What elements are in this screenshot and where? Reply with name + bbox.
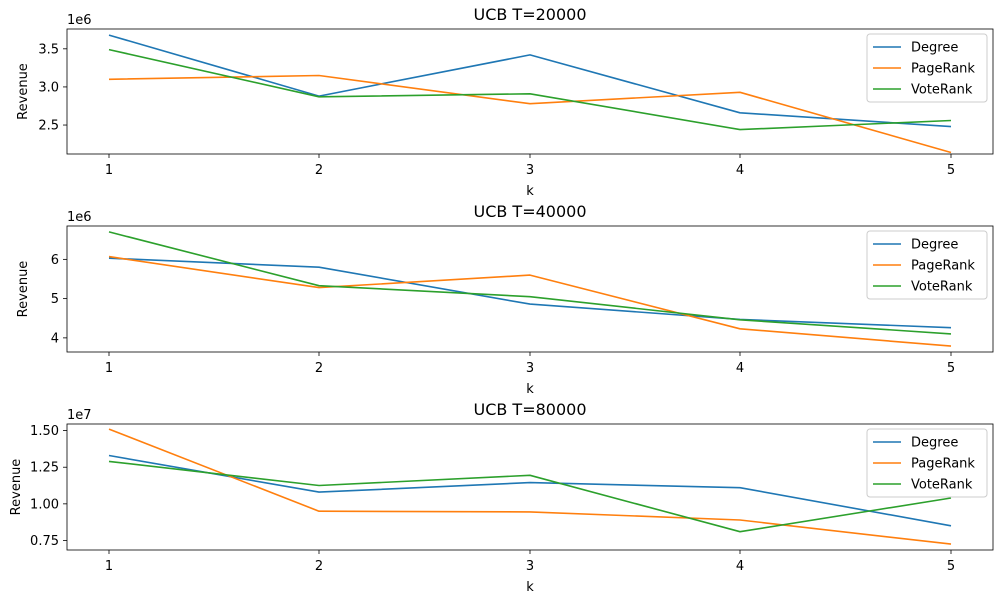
legend-label-degree: Degree	[911, 238, 958, 253]
legend-label-voterank: VoteRank	[911, 83, 973, 98]
series-line-voterank	[108, 460, 952, 533]
y-tick-label: 1.00	[30, 497, 59, 512]
x-axis-label: k	[526, 382, 534, 397]
x-tick-label: 3	[526, 559, 534, 574]
x-tick-label: 5	[947, 559, 955, 574]
subplot-3: UCB T=80000 1 2 3 4 5 0.75 1.00 1.25 1.50 1e7 k Reve…	[9, 400, 994, 595]
y-axis-label: Revenue	[16, 63, 31, 120]
y-tick-label: 6	[51, 253, 59, 268]
y-tick-label: 5	[51, 292, 59, 307]
x-tick-label: 3	[526, 163, 534, 178]
y-offset-label: 1e7	[67, 408, 92, 423]
chart-title: UCB T=40000	[473, 202, 586, 221]
x-tick-label: 2	[315, 559, 323, 574]
legend-label-pagerank: PageRank	[911, 259, 975, 274]
series-line-pagerank	[108, 428, 952, 545]
y-offset-label: 1e6	[67, 13, 92, 28]
x-tick-label: 2	[315, 361, 323, 376]
legend-box	[866, 230, 988, 300]
y-tick-label: 2.5	[38, 119, 59, 134]
legend: Degree PageRank VoteRank	[866, 33, 988, 103]
chart-title: UCB T=20000	[473, 5, 586, 24]
x-tick-label: 3	[526, 361, 534, 376]
x-tick-label: 4	[736, 559, 744, 574]
x-tick-label: 4	[736, 361, 744, 376]
series-line-voterank	[108, 231, 952, 335]
legend-label-pagerank: PageRank	[911, 457, 975, 472]
subplot-2: UCB T=40000 1 2 3 4 5 4 5 6 1e6 k Revenue Degree Page…	[16, 202, 994, 397]
y-tick-label: 3.5	[38, 42, 59, 57]
series-line-voterank	[108, 48, 952, 131]
legend-box	[866, 33, 988, 103]
x-tick-label: 5	[947, 163, 955, 178]
y-offset-label: 1e6	[67, 210, 92, 225]
y-tick-label: 0.75	[30, 534, 59, 549]
x-tick-label: 1	[105, 559, 113, 574]
plot-frame	[66, 423, 994, 551]
legend-label-degree: Degree	[911, 41, 958, 56]
legend-box	[866, 428, 988, 498]
legend: Degree PageRank VoteRank	[866, 230, 988, 300]
series-line-degree	[108, 34, 952, 128]
legend: Degree PageRank VoteRank	[866, 428, 988, 498]
x-tick-label: 1	[105, 361, 113, 376]
x-tick-label: 2	[315, 163, 323, 178]
series-line-degree	[108, 257, 952, 329]
series-line-pagerank	[108, 255, 952, 347]
y-axis-label: Revenue	[16, 261, 31, 318]
subplot-1: UCB T=20000 1 2 3 4 5 2.5 3.0 3.5 1e6 k Revenue Degr…	[16, 5, 994, 199]
legend-label-degree: Degree	[911, 436, 958, 451]
y-tick-label: 1.50	[30, 424, 59, 439]
series-line-degree	[108, 454, 952, 527]
x-axis-label: k	[526, 580, 534, 595]
legend-label-pagerank: PageRank	[911, 62, 975, 77]
plot-frame	[66, 28, 994, 155]
chart-title: UCB T=80000	[473, 400, 586, 419]
x-tick-label: 5	[947, 361, 955, 376]
series-line-pagerank	[108, 74, 952, 154]
x-tick-label: 4	[736, 163, 744, 178]
y-tick-label: 1.25	[30, 461, 59, 476]
x-axis-label: k	[526, 184, 534, 199]
y-axis-label: Revenue	[9, 459, 24, 516]
y-tick-label: 3.0	[38, 80, 59, 95]
legend-label-voterank: VoteRank	[911, 280, 973, 295]
y-tick-label: 4	[51, 331, 59, 346]
legend-label-voterank: VoteRank	[911, 478, 973, 493]
plot-frame	[66, 225, 994, 353]
x-tick-label: 1	[105, 163, 113, 178]
